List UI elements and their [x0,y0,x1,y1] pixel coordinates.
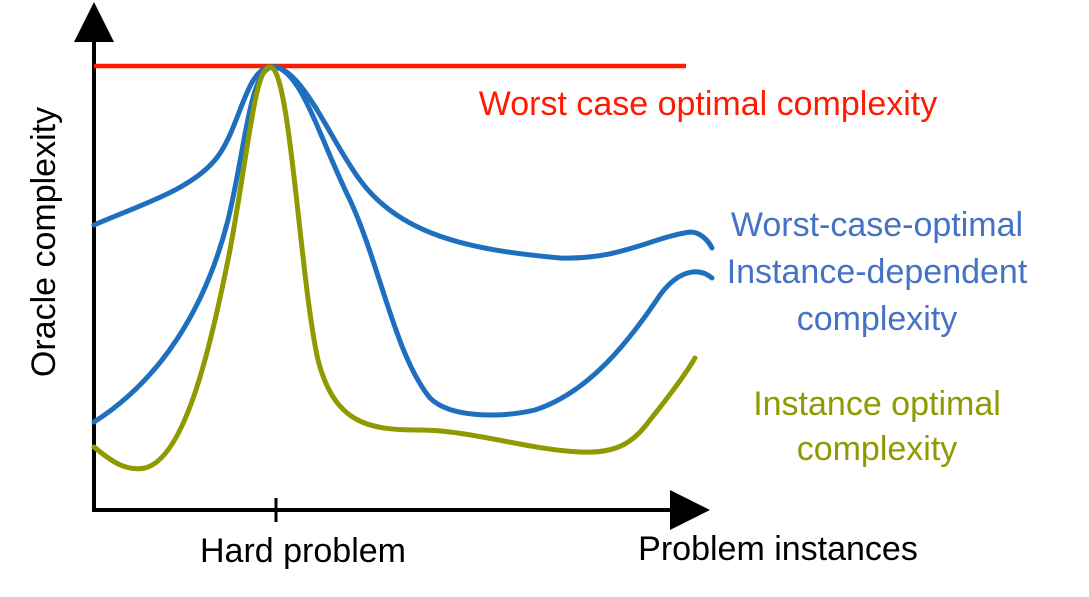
y-axis-label: Oracle complexity [25,107,63,377]
instance-optimal-label-line-2: complexity [797,430,958,468]
instance-dependent-label-line-1: Worst-case-optimal [731,206,1023,244]
hard-problem-label: Hard problem [200,532,406,570]
instance-dependent-label-line-2: Instance-dependent [727,253,1028,291]
instance-optimal-label-line-1: Instance optimal [753,385,1001,423]
instance-dependent-lower-curve [91,64,715,425]
instance-dependent-label-line-3: complexity [797,300,958,338]
worst-case-label: Worst case optimal complexity [479,85,938,123]
instance-dependent-upper-curve [91,64,715,261]
x-axis-label: Problem instances [638,530,918,568]
instance-optimal-curve [91,64,698,472]
